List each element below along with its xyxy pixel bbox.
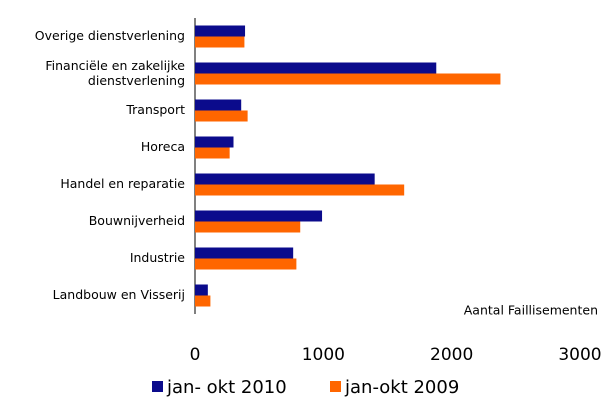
bar — [195, 247, 294, 259]
y-tick-label: Handel en reparatie — [60, 176, 185, 191]
y-tick-label: Overige dienstverlening — [35, 28, 185, 43]
x-tick-label: 2000 — [430, 345, 473, 365]
legend-swatch — [152, 381, 163, 392]
annotation: Aantal Faillisementen — [464, 303, 598, 318]
y-tick-label: Transport — [125, 102, 185, 117]
bar — [195, 36, 245, 48]
legend-label: jan- okt 2010 — [166, 377, 287, 398]
bar — [195, 62, 437, 74]
bar — [195, 295, 211, 307]
bar — [195, 25, 246, 37]
y-tick-label: Bouwnijverheid — [89, 213, 185, 228]
y-tick-label: Industrie — [130, 250, 185, 265]
y-tick-label: Horeca — [141, 139, 185, 154]
bar — [195, 147, 230, 159]
x-tick-label: 0 — [190, 345, 201, 365]
bar — [195, 184, 405, 196]
legend-label: jan-okt 2009 — [344, 377, 459, 398]
x-tick-label: 1000 — [302, 345, 345, 365]
bar — [195, 258, 297, 270]
bar — [195, 284, 208, 296]
bar — [195, 210, 323, 222]
y-tick-label: Financiële en zakelijke dienstverlening — [45, 58, 185, 88]
y-tick-label: Landbouw en Visserij — [53, 287, 185, 302]
x-tick-label: 3000 — [558, 345, 601, 365]
bar — [195, 99, 242, 111]
bar — [195, 136, 234, 148]
bar — [195, 110, 248, 122]
bar — [195, 173, 375, 185]
legend-swatch — [330, 381, 341, 392]
bar — [195, 221, 301, 233]
bar — [195, 73, 501, 85]
